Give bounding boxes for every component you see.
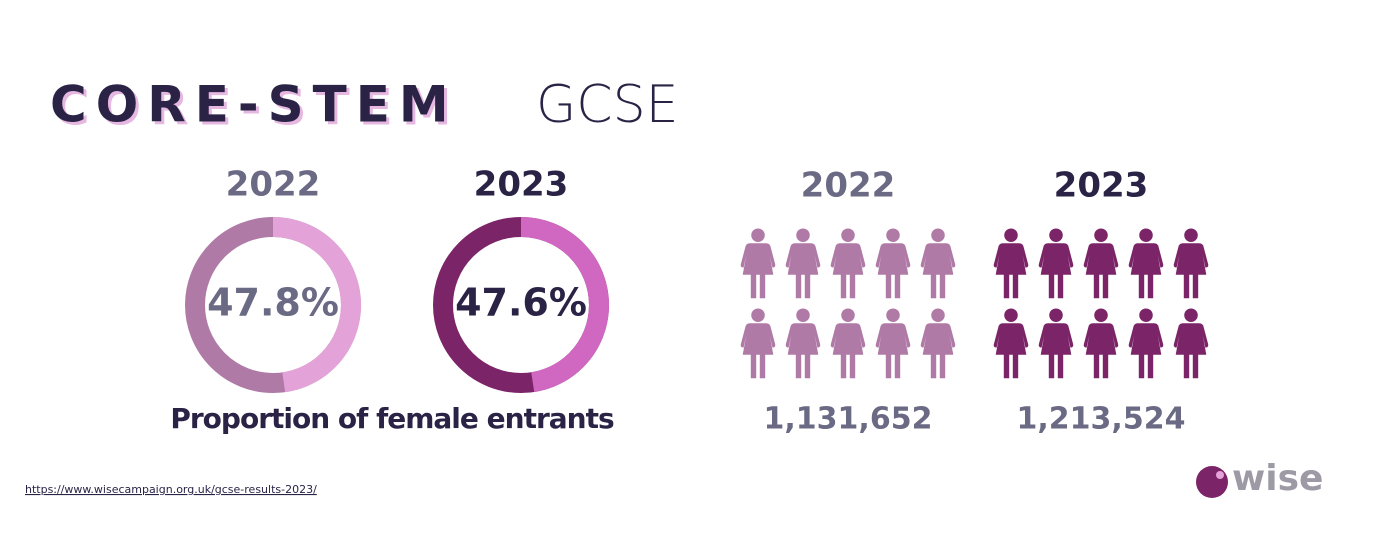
title-shadow: CORE-STEM xyxy=(53,79,461,137)
person-icon xyxy=(830,228,866,299)
person-icon xyxy=(740,308,776,379)
person-icon xyxy=(1083,228,1119,299)
person-icon xyxy=(1173,228,1209,299)
person-icon xyxy=(1128,308,1164,379)
subtitle: GCSE xyxy=(536,75,678,135)
person-icon xyxy=(830,308,866,379)
person-icon xyxy=(920,228,956,299)
caption: Proportion of female entrants xyxy=(170,402,614,435)
person-icon xyxy=(993,308,1029,379)
donut-arc xyxy=(272,217,361,393)
person-icon xyxy=(875,228,911,299)
source-link[interactable]: https://www.wisecampaign.org.uk/gcse-res… xyxy=(25,483,317,496)
entrants-count: 1,131,652 xyxy=(764,402,933,437)
donut-arc xyxy=(520,217,609,392)
entrants-count: 1,213,524 xyxy=(1017,402,1186,437)
logo: wise xyxy=(1196,458,1323,499)
person-icon xyxy=(875,308,911,379)
person-icon xyxy=(1038,228,1074,299)
person-icon xyxy=(1038,308,1074,379)
person-icon xyxy=(1173,308,1209,379)
logo-text: wise xyxy=(1232,458,1323,499)
person-icon xyxy=(785,228,821,299)
person-icon xyxy=(1128,228,1164,299)
entrants-year: 2022 xyxy=(801,166,896,206)
person-icon xyxy=(740,228,776,299)
logo-mark xyxy=(1196,466,1228,498)
donut-label: 47.6% xyxy=(455,281,587,325)
donut-label: 47.8% xyxy=(207,281,339,325)
person-icon xyxy=(1083,308,1119,379)
donut-year: 2022 xyxy=(226,165,321,205)
entrants-year: 2023 xyxy=(1054,166,1149,206)
logo-dot xyxy=(1216,471,1224,479)
person-icon xyxy=(993,228,1029,299)
title: CORE-STEM xyxy=(50,76,458,134)
person-icon xyxy=(920,308,956,379)
donut-year: 2023 xyxy=(474,165,569,205)
person-icon xyxy=(785,308,821,379)
